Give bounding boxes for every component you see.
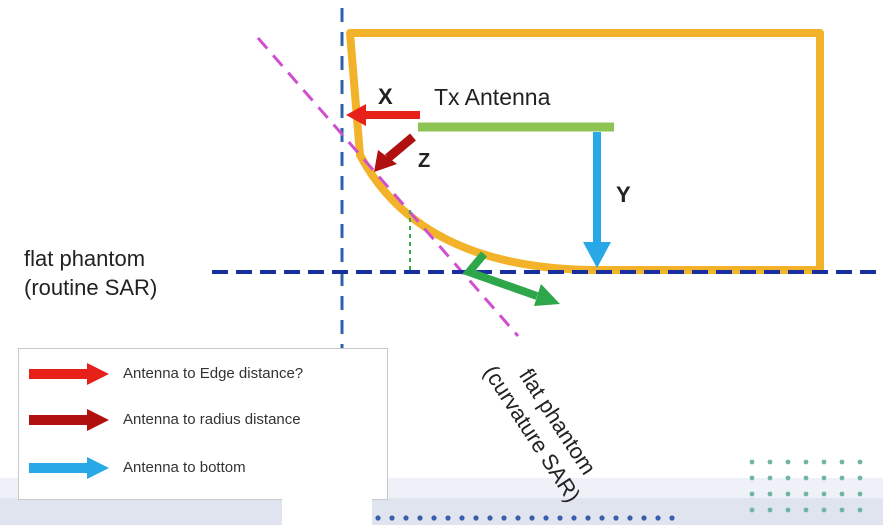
decor-dot <box>585 515 591 521</box>
decor-dot <box>839 491 845 497</box>
decor-dot <box>749 491 755 497</box>
decor-dot <box>655 515 661 521</box>
decor-dot <box>501 515 507 521</box>
decor-dot <box>641 515 647 521</box>
decor-dot <box>839 459 845 465</box>
decor-dot <box>839 475 845 481</box>
flat-phantom-routine-label: flat phantom (routine SAR) <box>24 244 157 302</box>
decor-dot <box>785 459 791 465</box>
device-outline <box>346 29 824 274</box>
legend-bottom-label: Antenna to bottom <box>123 459 246 476</box>
decor-dot <box>459 515 465 521</box>
decor-dot <box>515 515 521 521</box>
legend-edge-label: Antenna to Edge distance? <box>123 365 304 382</box>
decor-dot <box>445 515 451 521</box>
decor-dot <box>389 515 395 521</box>
decor-dot <box>821 475 827 481</box>
decor-dot <box>571 515 577 521</box>
flat-phantom-routine-line1: flat phantom <box>24 246 146 271</box>
red-arrow-icon <box>29 363 109 385</box>
decor-dot <box>857 459 863 465</box>
flat-phantom-routine-line2: (routine SAR) <box>24 275 158 300</box>
decor-dot <box>821 491 827 497</box>
decor-dot <box>473 515 479 521</box>
z-label: Z <box>418 150 431 172</box>
y-arrow <box>583 132 611 268</box>
decor-dot <box>749 475 755 481</box>
decor-dot <box>857 475 863 481</box>
legend: Antenna to Edge distance? Antenna to rad… <box>18 348 388 500</box>
decor-dot <box>375 515 381 521</box>
decorative-dots <box>375 459 863 521</box>
decor-dot <box>557 515 563 521</box>
decor-dot <box>599 515 605 521</box>
bottom-decoration <box>0 478 883 525</box>
decor-dot <box>857 507 863 513</box>
decor-dot <box>839 507 845 513</box>
decor-dot <box>803 475 809 481</box>
decor-dot <box>767 491 773 497</box>
decor-dot <box>431 515 437 521</box>
decor-dot <box>803 491 809 497</box>
blue-arrow-icon <box>29 457 109 479</box>
decor-dot <box>767 475 773 481</box>
decor-dot <box>803 507 809 513</box>
tx-antenna-label: Tx Antenna <box>434 84 551 110</box>
legend-item-edge: Antenna to Edge distance? <box>19 357 387 391</box>
decor-dot <box>749 459 755 465</box>
decor-dot <box>613 515 619 521</box>
decor-dot <box>529 515 535 521</box>
occluding-box <box>282 460 372 525</box>
y-label: Y <box>616 182 631 207</box>
decor-dot <box>627 515 633 521</box>
decor-dot <box>857 491 863 497</box>
decor-dot <box>821 507 827 513</box>
decor-dot <box>821 459 827 465</box>
decor-dot <box>749 507 755 513</box>
decor-dot <box>803 459 809 465</box>
legend-item-bottom: Antenna to bottom <box>19 451 387 485</box>
z-arrow <box>374 133 416 172</box>
legend-radius-label: Antenna to radius distance <box>123 411 301 428</box>
decor-dot <box>785 507 791 513</box>
decor-dot <box>543 515 549 521</box>
legend-item-radius: Antenna to radius distance <box>19 403 387 437</box>
x-label: X <box>378 84 393 109</box>
decor-dot <box>767 507 773 513</box>
x-arrow <box>346 104 420 126</box>
decor-dot <box>669 515 675 521</box>
decor-dot <box>785 491 791 497</box>
normal-arrow <box>462 251 560 306</box>
decor-dot <box>785 475 791 481</box>
decor-dot <box>417 515 423 521</box>
decor-dot <box>403 515 409 521</box>
dark-red-arrow-icon <box>29 409 109 431</box>
decor-dot <box>487 515 493 521</box>
decor-dot <box>767 459 773 465</box>
curvature-phantom-line <box>256 37 520 337</box>
